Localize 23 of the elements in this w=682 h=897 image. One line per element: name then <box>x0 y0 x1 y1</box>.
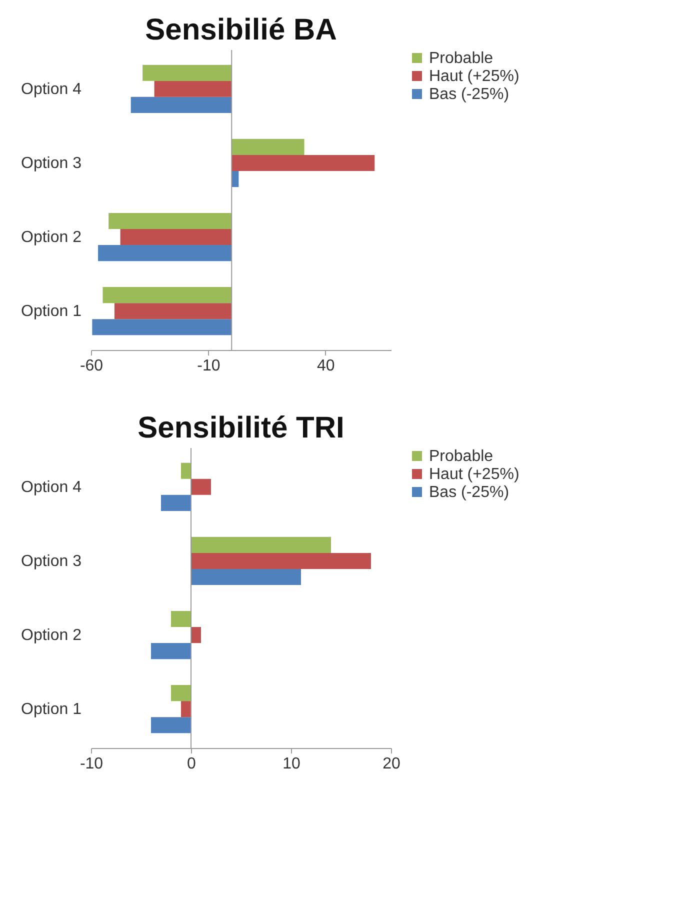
legend-label: Probable <box>429 448 494 465</box>
x-tick-label: -10 <box>80 756 104 772</box>
y-tick-label: Option 2 <box>21 229 82 246</box>
y-tick-label: Option 3 <box>21 552 82 570</box>
chart-title: Sensibilité TRI <box>138 412 344 444</box>
x-tick-label: 20 <box>382 756 400 772</box>
y-tick-label: Option 4 <box>21 478 82 496</box>
y-tick-label: Option 2 <box>21 627 82 644</box>
y-tick-label: Option 1 <box>21 303 82 320</box>
legend-label: Bas (-25%) <box>429 86 510 103</box>
y-tick-label: Option 4 <box>21 80 82 98</box>
y-tick-label: Option 1 <box>21 701 82 718</box>
x-tick-label: -10 <box>197 358 220 374</box>
x-tick-label: 40 <box>316 358 335 374</box>
legend-label: Probable <box>429 50 494 67</box>
y-tick-label: Option 3 <box>21 154 82 172</box>
x-tick-label: 10 <box>282 756 300 772</box>
x-tick-label: -60 <box>80 358 104 374</box>
legend-label: Bas (-25%) <box>429 484 510 501</box>
legend-label: Haut (+25%) <box>429 466 520 483</box>
legend-label: Haut (+25%) <box>429 68 520 85</box>
x-tick-label: 0 <box>187 756 196 772</box>
chart-title: Sensibilié BA <box>145 14 337 46</box>
